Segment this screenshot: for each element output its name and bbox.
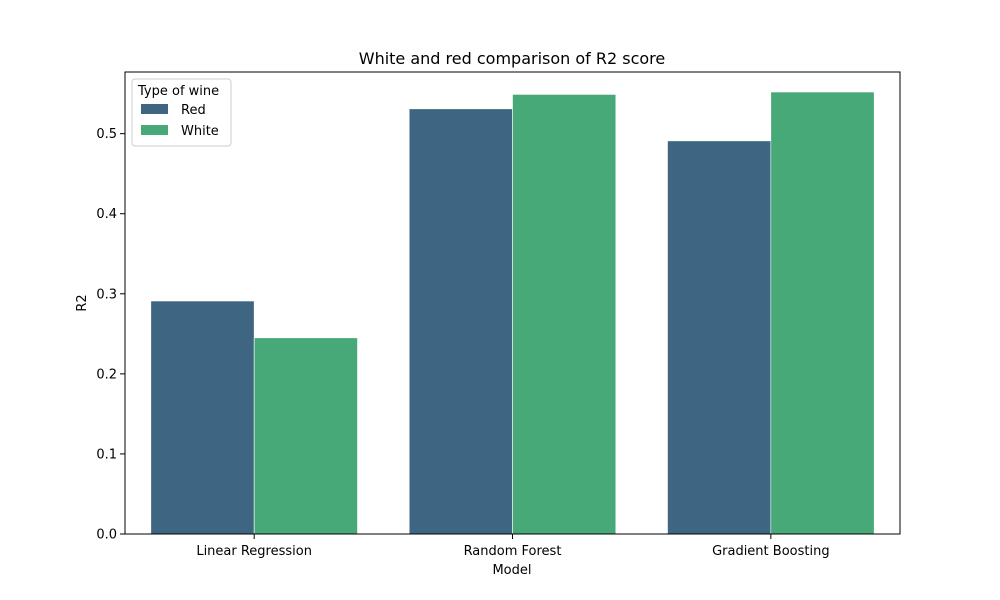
legend-swatch-red [141, 104, 168, 114]
x-tick-label: Gradient Boosting [712, 544, 830, 559]
chart-title: White and red comparison of R2 score [359, 49, 666, 68]
bar-red-1 [408, 108, 513, 535]
legend-swatch-white [141, 125, 168, 135]
bar-red-2 [667, 140, 772, 535]
legend: Type of wine Red White [131, 78, 232, 147]
legend-label-white: White [181, 124, 219, 139]
y-tick-label: 0.1 [96, 447, 117, 462]
bar-white-2 [770, 91, 875, 535]
legend-title: Type of wine [137, 84, 219, 99]
y-axis: 0.0 0.1 0.2 0.3 0.4 0.5 [96, 127, 125, 543]
legend-label-red: Red [181, 103, 206, 118]
bar-red-0 [150, 300, 255, 535]
x-axis: Linear Regression Random Forest Gradient B… [196, 534, 830, 559]
x-tick-label: Random Forest [464, 544, 562, 559]
y-tick-label: 0.2 [96, 367, 117, 382]
x-axis-label: Model [492, 563, 531, 578]
y-tick-label: 0.3 [96, 287, 117, 302]
bars-layer [150, 91, 875, 535]
y-tick-label: 0.4 [96, 207, 117, 222]
x-tick-label: Linear Regression [196, 544, 312, 559]
y-axis-label: R2 [75, 294, 90, 311]
bar-white-1 [512, 94, 617, 535]
bar-white-0 [253, 337, 358, 535]
y-tick-label: 0.5 [96, 127, 117, 142]
y-tick-label: 0.0 [96, 528, 117, 543]
